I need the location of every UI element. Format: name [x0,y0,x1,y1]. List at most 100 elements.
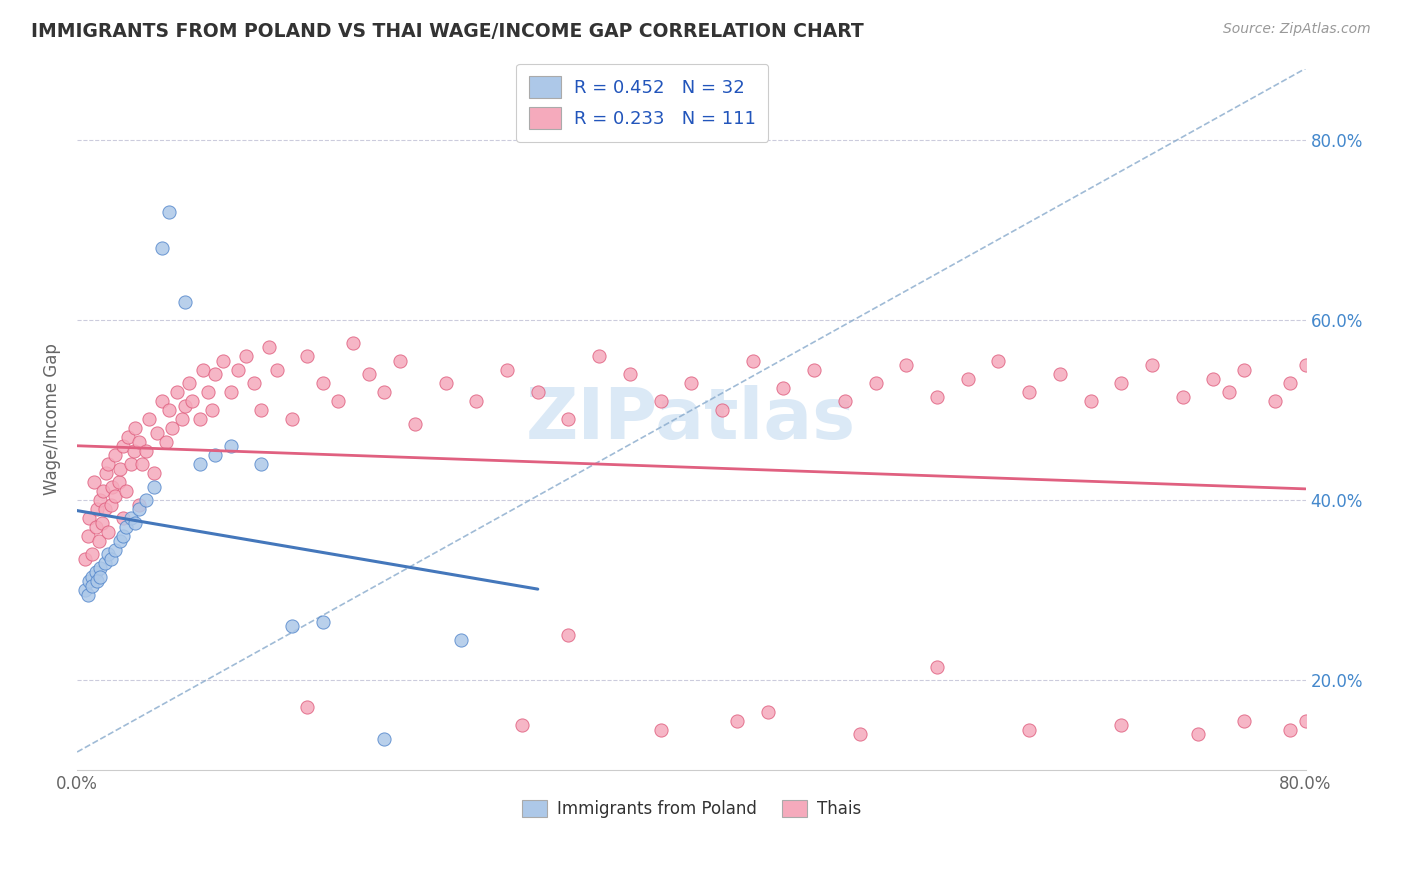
Point [1295,359,1317,373]
Point [115,484,138,499]
Point [725,714,748,728]
Point [90,516,112,530]
Point [235,349,257,363]
Point [197,385,219,400]
Point [87,533,110,548]
Point [1187,727,1209,741]
Point [93,502,115,516]
Point [124,421,146,435]
Point [896,359,918,373]
Point [131,457,153,471]
Point [73,551,96,566]
Point [135,493,157,508]
Point [242,376,264,391]
Point [128,498,150,512]
Point [96,467,118,481]
Point [100,498,122,512]
Point [120,511,142,525]
Point [312,615,335,629]
Point [803,363,825,377]
Point [204,448,226,462]
Point [112,439,135,453]
Text: Source: ZipAtlas.com: Source: ZipAtlas.com [1223,22,1371,37]
Point [650,394,672,409]
Point [1233,363,1256,377]
Point [150,241,173,255]
Point [250,457,273,471]
Point [250,403,273,417]
Point [104,448,127,462]
Point [312,376,335,391]
Point [79,511,101,525]
Point [849,727,872,741]
Point [124,516,146,530]
Point [212,353,235,368]
Point [142,480,165,494]
Point [557,412,579,426]
Point [987,353,1010,368]
Point [257,340,280,354]
Point [188,412,211,426]
Point [91,484,114,499]
Point [84,565,107,579]
Point [1202,372,1225,386]
Point [925,390,948,404]
Point [115,520,138,534]
Point [82,579,104,593]
Point [1109,376,1132,391]
Legend: Immigrants from Poland, Thais: Immigrants from Poland, Thais [515,793,868,825]
Point [588,349,610,363]
Point [373,731,395,746]
Point [73,583,96,598]
Point [342,335,364,350]
Point [865,376,887,391]
Point [188,457,211,471]
Point [173,295,195,310]
Point [79,574,101,589]
Point [834,394,856,409]
Text: IMMIGRANTS FROM POLAND VS THAI WAGE/INCOME GAP CORRELATION CHART: IMMIGRANTS FROM POLAND VS THAI WAGE/INCO… [31,22,863,41]
Point [201,403,224,417]
Point [1264,394,1286,409]
Point [138,412,160,426]
Point [281,412,304,426]
Point [104,489,127,503]
Point [1279,723,1302,737]
Point [1218,385,1240,400]
Point [219,439,242,453]
Point [82,569,104,583]
Point [76,588,98,602]
Point [434,376,457,391]
Point [1080,394,1102,409]
Point [228,363,250,377]
Point [122,443,145,458]
Point [741,353,763,368]
Point [404,417,426,431]
Point [150,394,173,409]
Point [128,434,150,449]
Point [142,467,165,481]
Point [204,368,226,382]
Point [84,520,107,534]
Point [266,363,288,377]
Point [388,353,411,368]
Point [219,385,242,400]
Point [108,461,131,475]
Point [357,368,380,382]
Point [297,700,319,714]
Point [191,363,214,377]
Point [82,547,104,561]
Point [166,385,188,400]
Point [711,403,734,417]
Point [89,493,111,508]
Point [512,718,534,732]
Point [135,443,157,458]
Point [619,368,641,382]
Point [496,363,519,377]
Point [155,434,177,449]
Point [89,560,111,574]
Point [89,569,111,583]
Point [1140,359,1163,373]
Point [297,349,319,363]
Point [450,632,472,647]
